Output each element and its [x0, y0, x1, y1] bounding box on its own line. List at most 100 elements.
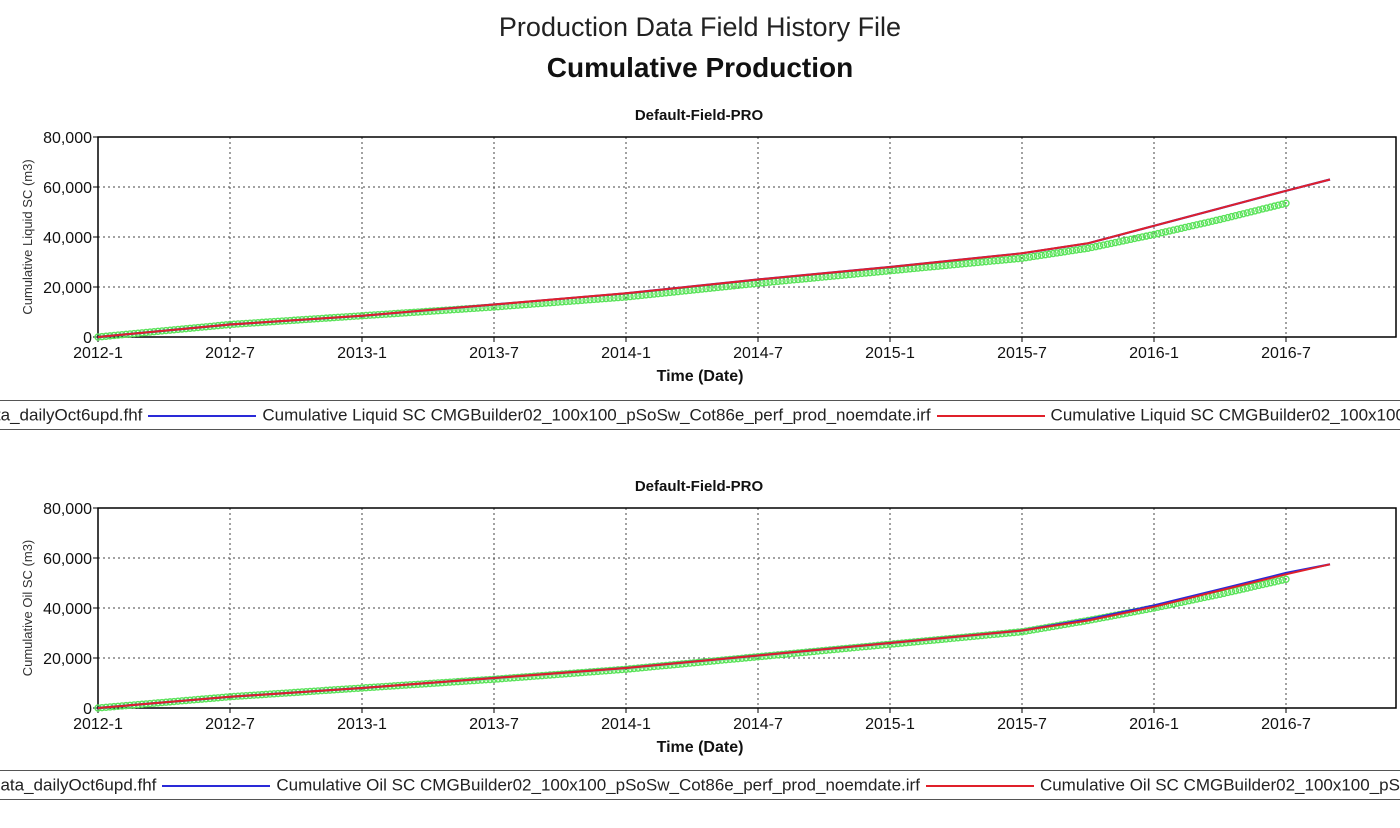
data-point — [982, 257, 990, 266]
legend-label: Cumulative Oil SC CMGBuilder02_100x100_p… — [1039, 775, 1400, 795]
y-tick-label: 0 — [83, 701, 92, 718]
data-point — [1095, 242, 1104, 250]
x-tick-label: 2012-7 — [205, 716, 255, 733]
data-point — [1103, 240, 1112, 248]
legend-line-red — [936, 414, 1045, 417]
data-point — [1169, 226, 1178, 234]
figure-title: Cumulative Production — [546, 52, 854, 83]
data-point — [1185, 222, 1193, 231]
data-point — [1243, 209, 1251, 217]
data-point — [998, 256, 1006, 264]
data-point — [1037, 251, 1046, 260]
x-tick-label: 2016-1 — [1129, 345, 1179, 362]
data-point — [1243, 584, 1251, 592]
data-point — [1146, 231, 1154, 240]
data-point — [1200, 219, 1209, 227]
data-point — [1150, 230, 1158, 239]
plot-frame — [97, 136, 1397, 338]
data-point — [1068, 246, 1077, 255]
legend-item-red: Cumulative Oil SC CMGBuilder02_100x100_p… — [1040, 774, 1400, 797]
legend-oil: data_dailyOct6upd.fhf Cumulative Oil SC C… — [0, 770, 1400, 800]
data-point — [1255, 206, 1263, 214]
data-point — [1270, 202, 1279, 210]
x-tick-label: 2016-1 — [1129, 716, 1179, 733]
data-point — [450, 305, 458, 314]
data-point — [1018, 254, 1026, 262]
data-point — [1014, 254, 1022, 263]
data-point — [990, 257, 998, 265]
legend-liquid: data_dailyOct6upd.fhf Cumulative Liquid S… — [0, 400, 1400, 430]
data-point — [1154, 229, 1162, 238]
x-tick-label: 2015-1 — [865, 345, 915, 362]
data-point — [1099, 241, 1108, 249]
y-tick-label: 80,000 — [43, 501, 92, 518]
y-tick-label: 20,000 — [43, 651, 92, 668]
data-point — [966, 259, 974, 267]
data-point — [1111, 238, 1119, 247]
data-point — [926, 263, 934, 271]
legend-line-red — [925, 784, 1034, 787]
series-line — [97, 178, 1331, 338]
data-point — [1080, 245, 1088, 253]
data-point — [930, 262, 938, 271]
legend-label: data_dailyOct6upd.fhf — [0, 775, 157, 795]
data-point — [1002, 256, 1010, 264]
x-tick-label: 2013-7 — [469, 716, 519, 733]
data-point — [1045, 250, 1053, 258]
data-point — [974, 258, 982, 267]
data-point — [1259, 205, 1267, 213]
data-point — [1061, 248, 1069, 256]
data-point — [962, 259, 970, 268]
data-point — [1161, 228, 1170, 236]
series-observed-markers — [94, 199, 1290, 341]
data-point — [1204, 218, 1213, 226]
y-tick-label: 40,000 — [43, 601, 92, 618]
y-tick-label: 60,000 — [43, 180, 92, 197]
data-point — [1212, 216, 1220, 225]
x-axis-label: Time (Date) — [657, 368, 744, 385]
x-tick-label: 2013-1 — [337, 345, 387, 362]
series-line — [97, 178, 1331, 339]
legend-label: data_dailyOct6upd.fhf — [0, 405, 143, 425]
data-point — [934, 262, 942, 270]
x-tick-label: 2014-7 — [733, 345, 783, 362]
data-point — [1029, 252, 1038, 261]
data-point — [1057, 248, 1065, 257]
data-point — [1278, 576, 1286, 584]
legend-label: Cumulative Liquid SC CMGBuilder02_100x10… — [1050, 405, 1400, 425]
data-point — [1266, 579, 1275, 587]
data-point — [1072, 246, 1081, 254]
data-point — [1138, 233, 1147, 241]
chart-panel-0: Default-Field-PRO 2012-1 2012-7 2013-1 2013-… — [20, 107, 1397, 385]
data-point — [954, 260, 962, 269]
data-point — [1084, 244, 1092, 252]
chart-title: Default-Field-PRO — [635, 107, 764, 124]
data-point — [434, 307, 442, 315]
figure-suptitle: Production Data Field History File — [498, 12, 902, 42]
data-point — [1107, 239, 1115, 248]
data-point — [986, 257, 994, 265]
data-point — [1173, 225, 1181, 233]
data-point — [1193, 221, 1201, 229]
y-tick-label: 60,000 — [43, 551, 92, 568]
x-tick-label: 2014-1 — [601, 345, 651, 362]
data-point — [938, 262, 946, 270]
data-point — [1220, 214, 1228, 223]
data-point — [958, 260, 966, 268]
data-point — [1189, 221, 1197, 230]
data-point — [1033, 252, 1042, 260]
data-point — [1274, 577, 1282, 585]
data-point — [1076, 245, 1084, 254]
legend-item-blue: Cumulative Liquid SC CMGBuilder02_100x10… — [262, 404, 930, 427]
data-point — [942, 261, 950, 270]
data-point — [1165, 227, 1174, 235]
y-tick-label: 20,000 — [43, 280, 92, 297]
x-axis-label: Time (Date) — [657, 739, 744, 756]
data-point — [1216, 215, 1224, 224]
data-point — [1181, 223, 1189, 232]
plot-frame — [97, 507, 1397, 709]
x-tick-label: 2012-1 — [73, 716, 123, 733]
x-tick-label: 2015-7 — [997, 345, 1047, 362]
x-tick-label: 2013-1 — [337, 716, 387, 733]
chart-title: Default-Field-PRO — [635, 478, 764, 495]
